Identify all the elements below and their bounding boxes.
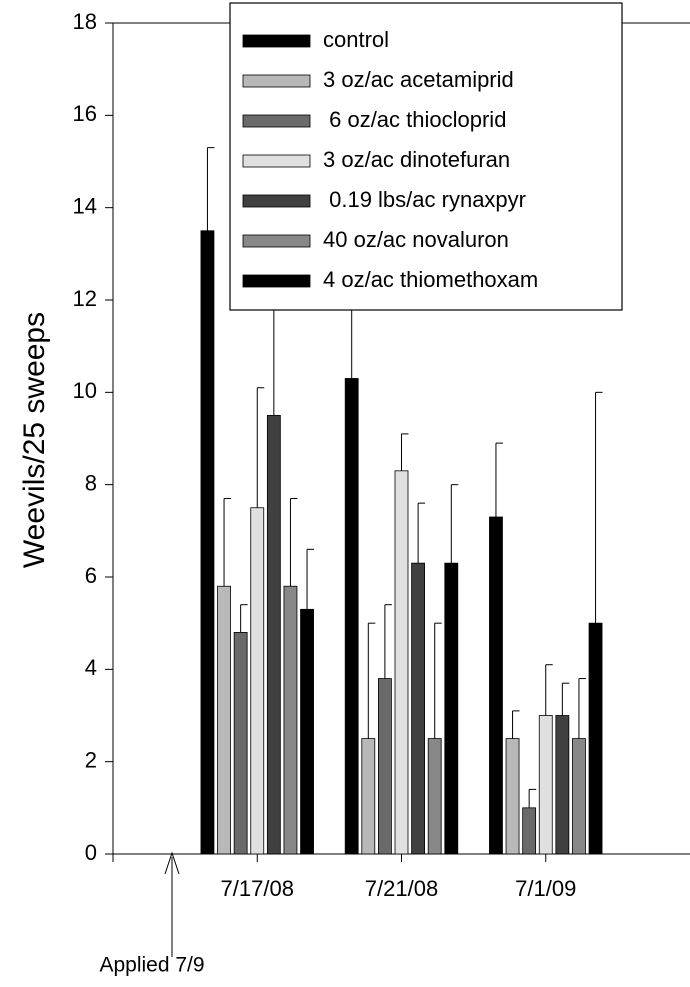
legend-swatch — [242, 34, 311, 48]
bar — [411, 562, 426, 855]
legend-label: 40 oz/ac novaluron — [323, 227, 509, 252]
legend-swatch — [242, 234, 311, 248]
legend-label: control — [323, 27, 389, 52]
legend-label: 6 oz/ac thiocloprid — [323, 107, 506, 132]
bar — [250, 507, 265, 855]
bar — [489, 516, 503, 855]
bar — [427, 738, 442, 855]
bar — [266, 415, 281, 855]
legend-label: 3 oz/ac acetamiprid — [323, 67, 514, 92]
bar — [522, 807, 537, 855]
legend-swatch — [242, 154, 311, 168]
bar — [588, 622, 603, 855]
annotation-arrowhead — [164, 851, 180, 875]
bar — [283, 585, 298, 855]
bar — [200, 230, 215, 855]
x-tick-label: 7/1/09 — [515, 876, 576, 901]
y-tick-label: 2 — [85, 747, 97, 772]
bar — [217, 585, 231, 855]
legend-label: 4 oz/ac thiomethoxam — [323, 267, 538, 292]
bar — [361, 738, 376, 855]
bar — [377, 678, 392, 855]
legend-swatch — [242, 274, 311, 288]
bar — [555, 715, 570, 855]
legend-swatch — [242, 74, 311, 88]
bar — [444, 562, 459, 855]
y-tick-label: 10 — [73, 378, 97, 403]
bar — [394, 470, 409, 855]
legend-swatch — [242, 194, 311, 208]
bar — [344, 378, 359, 855]
y-tick-label: 0 — [85, 840, 97, 865]
bar — [505, 738, 520, 855]
x-tick-label: 7/17/08 — [221, 876, 294, 901]
y-tick-label: 18 — [73, 9, 97, 34]
y-tick-label: 8 — [85, 470, 97, 495]
bar — [233, 632, 248, 855]
bar — [300, 608, 314, 855]
y-axis-label: Weevils/25 sweeps — [18, 312, 51, 568]
annotation: Applied 7/9 — [99, 954, 204, 977]
legend-swatch — [242, 114, 311, 128]
legend-label: 0.19 lbs/ac rynaxpyr — [323, 187, 526, 212]
y-tick-label: 14 — [73, 193, 97, 218]
legend-label: 3 oz/ac dinotefuran — [323, 147, 510, 172]
bar — [572, 738, 586, 855]
x-tick-label: 7/21/08 — [365, 876, 438, 901]
bar — [538, 715, 553, 855]
y-tick-label: 6 — [85, 563, 97, 588]
y-tick-label: 4 — [85, 655, 97, 680]
y-tick-label: 16 — [73, 101, 97, 126]
y-tick-label: 12 — [73, 286, 97, 311]
